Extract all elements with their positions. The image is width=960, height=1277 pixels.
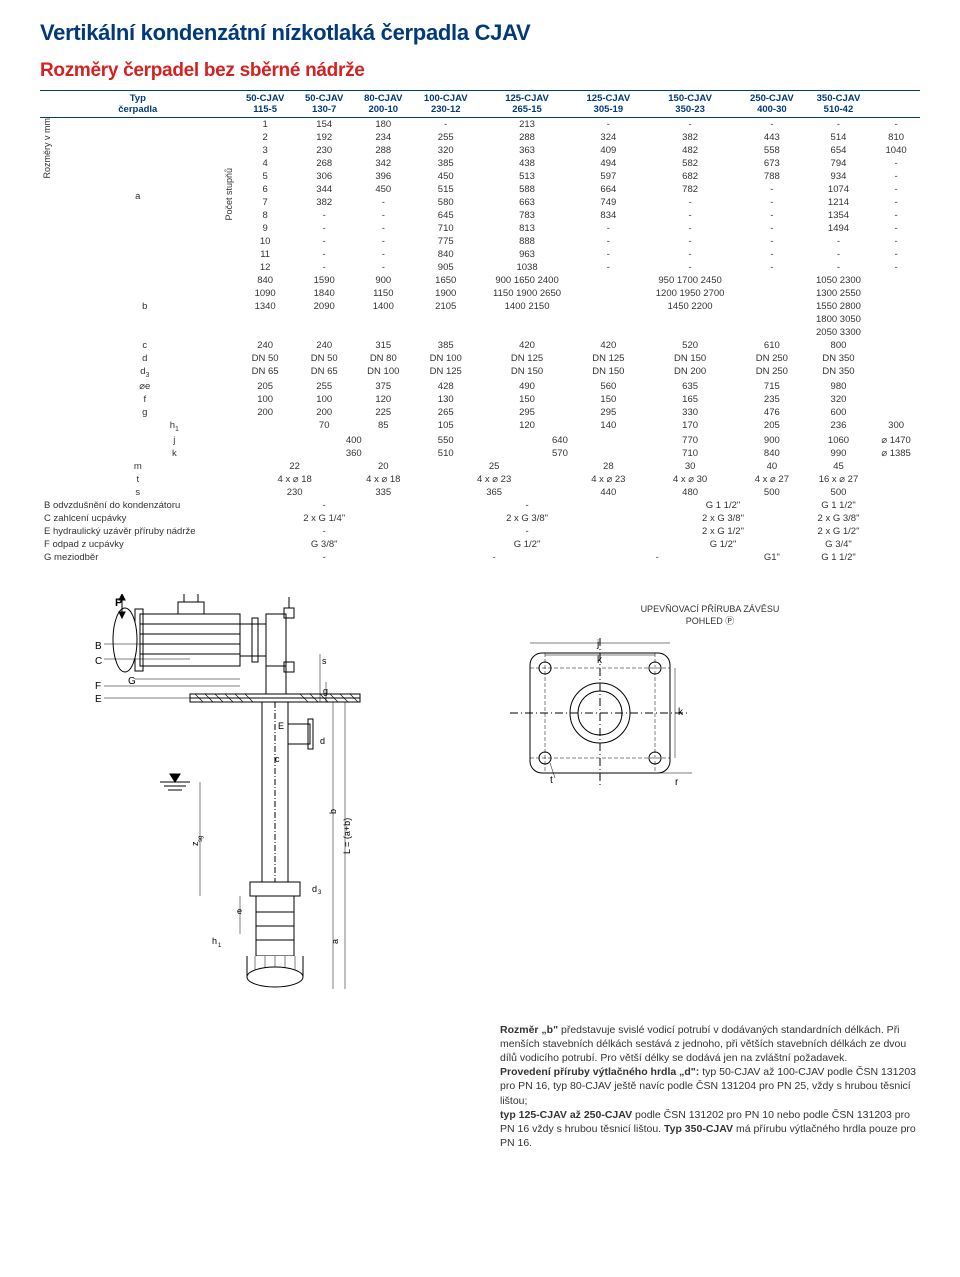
svg-text:E: E xyxy=(95,694,102,705)
model-header: 150-CJAV350-23 xyxy=(641,91,739,118)
notes-paragraph: Rozměr „b" představuje svislé vodicí pot… xyxy=(500,1023,920,1151)
model-header: 125-CJAV265-15 xyxy=(479,91,576,118)
svg-text:a: a xyxy=(330,939,340,944)
svg-text:d: d xyxy=(312,884,317,894)
svg-text:1: 1 xyxy=(218,943,222,949)
model-header: 100-CJAV230-12 xyxy=(413,91,479,118)
model-header: 125-CJAV305-19 xyxy=(575,91,641,118)
svg-text:c: c xyxy=(275,754,280,764)
svg-text:g: g xyxy=(323,686,328,696)
svg-text:G: G xyxy=(128,676,136,687)
model-header: 350-CJAV510-42 xyxy=(805,91,872,118)
svg-text:t: t xyxy=(550,775,553,786)
svg-text:e: e xyxy=(237,906,242,916)
flange-caption-line1: UPEVŇOVACÍ PŘÍRUBA ZÁVĚSU xyxy=(641,604,780,614)
section-subtitle: Rozměry čerpadel bez sběrné nádrže xyxy=(40,60,920,82)
header-cerpadla: čerpadla xyxy=(118,104,157,115)
svg-text:E: E xyxy=(278,721,284,731)
svg-text:3: 3 xyxy=(318,890,322,896)
svg-text:r: r xyxy=(675,777,679,788)
dimensions-table: Typ čerpadla 50-CJAV115-550-CJAV130-780-… xyxy=(40,90,920,564)
header-typ: Typ xyxy=(130,93,146,104)
model-header: 50-CJAV130-7 xyxy=(295,91,354,118)
svg-text:L = (a+b): L = (a+b) xyxy=(342,818,352,854)
svg-text:k: k xyxy=(678,707,684,718)
svg-text:B: B xyxy=(95,641,102,652)
model-header: 50-CJAV115-5 xyxy=(236,91,295,118)
model-header: 250-CJAV400-30 xyxy=(739,91,805,118)
svg-text:sg: sg xyxy=(198,835,204,841)
svg-text:j: j xyxy=(596,639,599,650)
svg-text:k: k xyxy=(597,655,603,666)
svg-text:d: d xyxy=(320,736,325,746)
svg-text:h: h xyxy=(212,936,217,946)
svg-text:F: F xyxy=(95,681,101,692)
flange-drawing: j k k r t xyxy=(500,633,700,803)
flange-caption-line2: POHLED Ⓟ xyxy=(686,616,735,626)
svg-text:s: s xyxy=(322,656,327,666)
pump-drawing: P xyxy=(40,594,470,1014)
svg-text:C: C xyxy=(95,656,102,667)
page-title: Vertikální kondenzátní nízkotlaká čerpad… xyxy=(40,20,920,46)
model-header: 80-CJAV200-10 xyxy=(354,91,413,118)
